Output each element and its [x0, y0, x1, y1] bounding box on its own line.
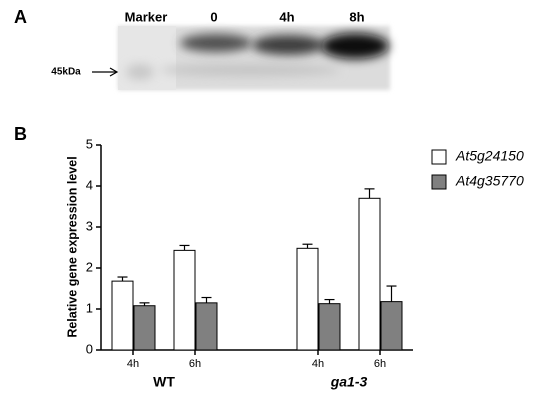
bar: [318, 303, 341, 351]
blot: [118, 26, 390, 90]
lane-label: 8h: [349, 9, 364, 24]
legend-swatch: [431, 149, 447, 165]
bar: [358, 197, 381, 351]
y-axis-label: Relative gene expression level: [65, 156, 79, 337]
group-label: ga1-3: [330, 374, 368, 390]
legend-label: At4g35770: [455, 173, 524, 189]
y-tick-label: 2: [86, 259, 93, 274]
bar: [380, 301, 403, 351]
y-tick-label: 5: [86, 136, 93, 151]
panel-label: B: [14, 124, 27, 144]
bar: [133, 305, 156, 351]
lane-label: Marker: [125, 9, 168, 24]
lane-label: 0: [210, 9, 217, 24]
group-label: WT: [153, 374, 175, 390]
legend-swatch: [431, 174, 447, 190]
arrow: [92, 67, 119, 77]
marker-size: 45kDa: [51, 67, 81, 78]
x-tick-label: 4h: [312, 358, 324, 370]
bar: [111, 280, 134, 351]
bar: [173, 249, 196, 351]
legend-label: At5g24150: [455, 148, 524, 164]
lane-label: 4h: [279, 9, 294, 24]
y-tick-label: 4: [86, 177, 93, 192]
bar: [195, 302, 218, 351]
y-tick-label: 1: [86, 300, 93, 315]
x-tick-label: 6h: [189, 358, 201, 370]
bar: [296, 247, 319, 351]
x-tick-label: 6h: [374, 358, 386, 370]
panel-label: A: [14, 7, 27, 27]
y-tick-label: 3: [86, 218, 93, 233]
x-tick-label: 4h: [127, 358, 139, 370]
y-tick-label: 0: [86, 341, 93, 356]
